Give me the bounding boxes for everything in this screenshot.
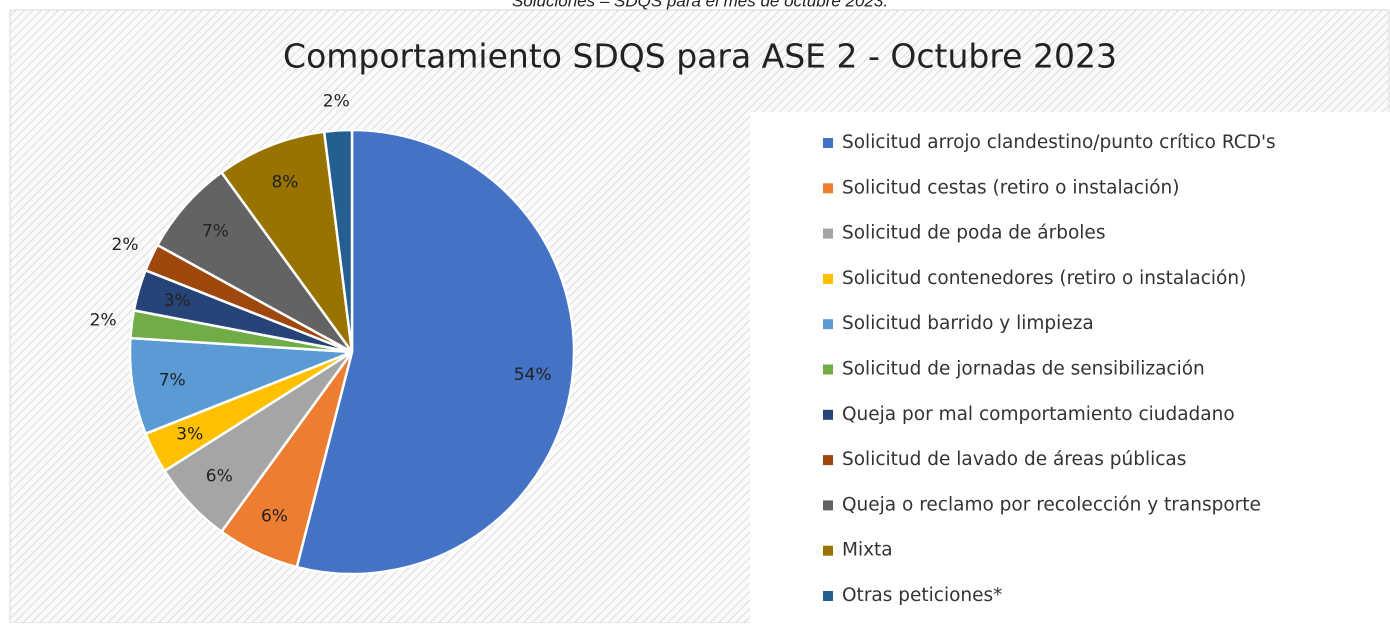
- data-label: 6%: [261, 507, 288, 527]
- legend-label: Solicitud contenedores (retiro o instala…: [842, 268, 1246, 289]
- legend-marker: [823, 138, 833, 148]
- legend-label: Solicitud arrojo clandestino/punto críti…: [842, 132, 1276, 153]
- legend-marker: [823, 228, 833, 239]
- legend-label: Solicitud cestas (retiro o instalación): [842, 177, 1180, 198]
- legend-marker: [823, 273, 833, 284]
- pie-slice: [322, 128, 354, 353]
- data-label: 2%: [90, 311, 117, 331]
- legend-marker: [823, 183, 833, 194]
- data-label: 8%: [271, 173, 298, 193]
- legend-label: Mixta: [842, 540, 893, 561]
- legend-label: Solicitud barrido y limpieza: [842, 313, 1094, 334]
- data-label: 7%: [202, 222, 229, 242]
- caption: Soluciones – SDQS para el mes de octubre…: [512, 0, 888, 10]
- pie-slice: [295, 128, 576, 576]
- legend-marker: [823, 591, 833, 601]
- data-label: 7%: [159, 370, 186, 390]
- legend-label: Solicitud de poda de árboles: [842, 223, 1105, 244]
- legend-label: Solicitud de lavado de áreas públicas: [842, 449, 1186, 470]
- data-label: 2%: [323, 92, 350, 112]
- data-label: 2%: [112, 235, 139, 255]
- legend-marker: [823, 364, 833, 375]
- legend-marker: [823, 409, 833, 420]
- legend-box: [750, 112, 1390, 623]
- data-label: 54%: [514, 365, 552, 385]
- legend-marker: [823, 455, 833, 466]
- legend-marker: [823, 319, 833, 330]
- data-label: 6%: [206, 467, 233, 487]
- legend-label: Solicitud de jornadas de sensibilización: [842, 359, 1205, 380]
- legend-label: Queja por mal comportamiento ciudadano: [842, 404, 1235, 425]
- data-label: 3%: [164, 291, 191, 311]
- legend-label: Otras peticiones*: [842, 585, 1002, 606]
- legend-label: Queja o reclamo por recolección y transp…: [842, 494, 1261, 515]
- chart-title: Comportamiento SDQS para ASE 2 - Octubre…: [283, 37, 1117, 76]
- pie-slice: [219, 130, 354, 353]
- legend-marker: [823, 545, 833, 556]
- data-label: 3%: [176, 425, 203, 445]
- legend-marker: [823, 500, 833, 511]
